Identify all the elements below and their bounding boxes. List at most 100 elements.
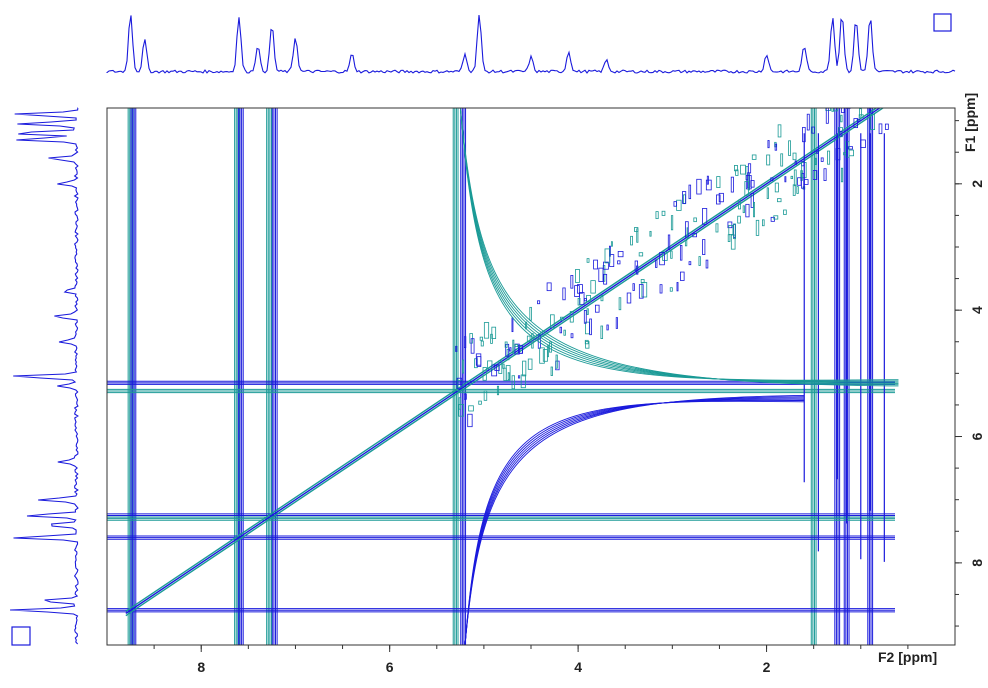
- cross-peak-contour: [659, 284, 663, 294]
- envelope-contour: [464, 400, 805, 645]
- cross-peak-contour: [539, 347, 545, 364]
- envelope-contour: [459, 108, 899, 384]
- cross-peak-contour: [570, 333, 574, 339]
- vertical-ridge: [452, 108, 459, 645]
- top-projection-toggle-button[interactable]: [933, 13, 952, 32]
- cross-peak-contour: [838, 127, 843, 138]
- cross-peak-contour: [869, 113, 876, 131]
- cross-peak-contour: [744, 181, 749, 197]
- cross-peak-contour: [698, 256, 701, 266]
- y-tick-label: 8: [969, 559, 985, 567]
- x-tick-label: 4: [574, 659, 582, 675]
- f1-projection-trace: [10, 107, 79, 645]
- cross-peak-contour: [550, 314, 555, 328]
- cross-peak-contour: [617, 260, 621, 265]
- f1-axis-title: F1 [ppm]: [962, 93, 978, 152]
- cross-peak-contour: [859, 108, 862, 117]
- cross-peak-contour: [718, 192, 724, 203]
- cross-peak-contour: [806, 113, 810, 131]
- cross-peak-contour: [693, 217, 697, 223]
- cross-peak-contour: [735, 169, 739, 176]
- cross-peak-contour: [463, 393, 467, 400]
- cross-peak-contour: [661, 210, 666, 216]
- cross-peak-contour: [598, 267, 604, 282]
- envelope-contour: [459, 108, 899, 381]
- cross-peak-contour: [636, 265, 639, 275]
- cross-peak-contour: [520, 374, 526, 389]
- vertical-ridge: [810, 108, 817, 645]
- cross-peak-contour: [483, 390, 488, 401]
- cross-peak-contour: [482, 367, 487, 381]
- cross-peak-contour: [458, 404, 464, 417]
- cross-peak-contour: [788, 140, 791, 156]
- cross-peak-contour: [476, 356, 482, 367]
- vertical-ridge: [867, 108, 874, 645]
- cross-peak-contour: [667, 234, 671, 250]
- cross-peak-contour: [593, 259, 598, 270]
- cross-peak-contour: [812, 170, 818, 180]
- cross-peak-contour: [845, 141, 850, 158]
- cross-peak-contour: [507, 372, 510, 381]
- cross-peak-contour: [517, 375, 521, 379]
- cross-peak-contour: [827, 150, 831, 165]
- cross-peak-contour: [716, 176, 721, 188]
- cross-peak-contour: [773, 215, 779, 220]
- cross-peak-contour: [505, 365, 511, 381]
- diagonal-peaks: [125, 108, 885, 617]
- cross-peak-contour: [774, 182, 779, 193]
- cross-peak-contour: [589, 318, 592, 336]
- cross-peak-contour: [626, 292, 632, 304]
- vertical-ridge: [237, 108, 244, 645]
- cross-peak-contour: [638, 252, 644, 257]
- cross-peak-contour: [840, 114, 843, 123]
- cross-peak-contour: [814, 157, 817, 166]
- cross-peak-contour: [745, 203, 750, 218]
- vertical-ridge: [271, 108, 278, 645]
- cross-peak-contour: [770, 177, 774, 182]
- cross-peak-contour: [606, 324, 609, 331]
- cross-peak-contour: [480, 340, 484, 347]
- cross-peak-contour: [618, 297, 622, 311]
- cross-peak-contour: [514, 344, 519, 347]
- cross-peak-contour: [823, 168, 827, 181]
- left-projection-toggle-button[interactable]: [11, 626, 31, 646]
- cross-peak-contour: [839, 130, 843, 137]
- cross-peak-contour: [494, 364, 500, 371]
- cross-peak-contour: [583, 298, 587, 302]
- cross-peak-contour: [835, 148, 841, 161]
- horizontal-ridge: [107, 608, 895, 613]
- horizontal-ridge: [107, 516, 895, 521]
- cross-peak-contour: [455, 345, 458, 352]
- cross-peak-contour: [649, 230, 652, 237]
- cross-peak-contour: [483, 322, 490, 339]
- cross-peak-contour: [458, 397, 462, 410]
- cross-peak-contour: [662, 251, 668, 261]
- cross-peak-contour: [696, 178, 702, 195]
- f2-axis-title: F2 [ppm]: [878, 649, 937, 665]
- cross-peak-contour: [753, 201, 755, 218]
- x-tick-label: 2: [763, 659, 771, 675]
- cross-peak-contour: [738, 199, 741, 210]
- vertical-ridge: [834, 108, 841, 645]
- cross-peak-contour: [464, 336, 467, 349]
- cross-peak-contour: [679, 245, 683, 261]
- cross-peak-contour: [684, 221, 689, 238]
- cross-peak-contour: [790, 175, 793, 180]
- cross-peak-contour: [843, 152, 847, 156]
- cross-peak-contour: [750, 180, 755, 188]
- cross-peak-contour: [600, 325, 604, 339]
- envelope-contour: [459, 108, 899, 386]
- cross-peak-contour: [456, 377, 463, 389]
- cross-peak-contour: [702, 208, 708, 225]
- y-tick-label: 2: [969, 180, 985, 188]
- cross-peak-contour: [479, 336, 483, 341]
- cross-peak-contour: [792, 152, 797, 161]
- cross-peak-contour: [755, 219, 760, 236]
- horizontal-ridge: [107, 535, 895, 540]
- cross-peak-contour: [617, 251, 624, 258]
- vertical-ridge: [266, 108, 272, 645]
- cross-peak-contour: [853, 118, 858, 129]
- cross-peak-contour: [546, 282, 552, 292]
- cross-peak-contour: [682, 191, 687, 204]
- cross-peak-contour: [527, 358, 533, 370]
